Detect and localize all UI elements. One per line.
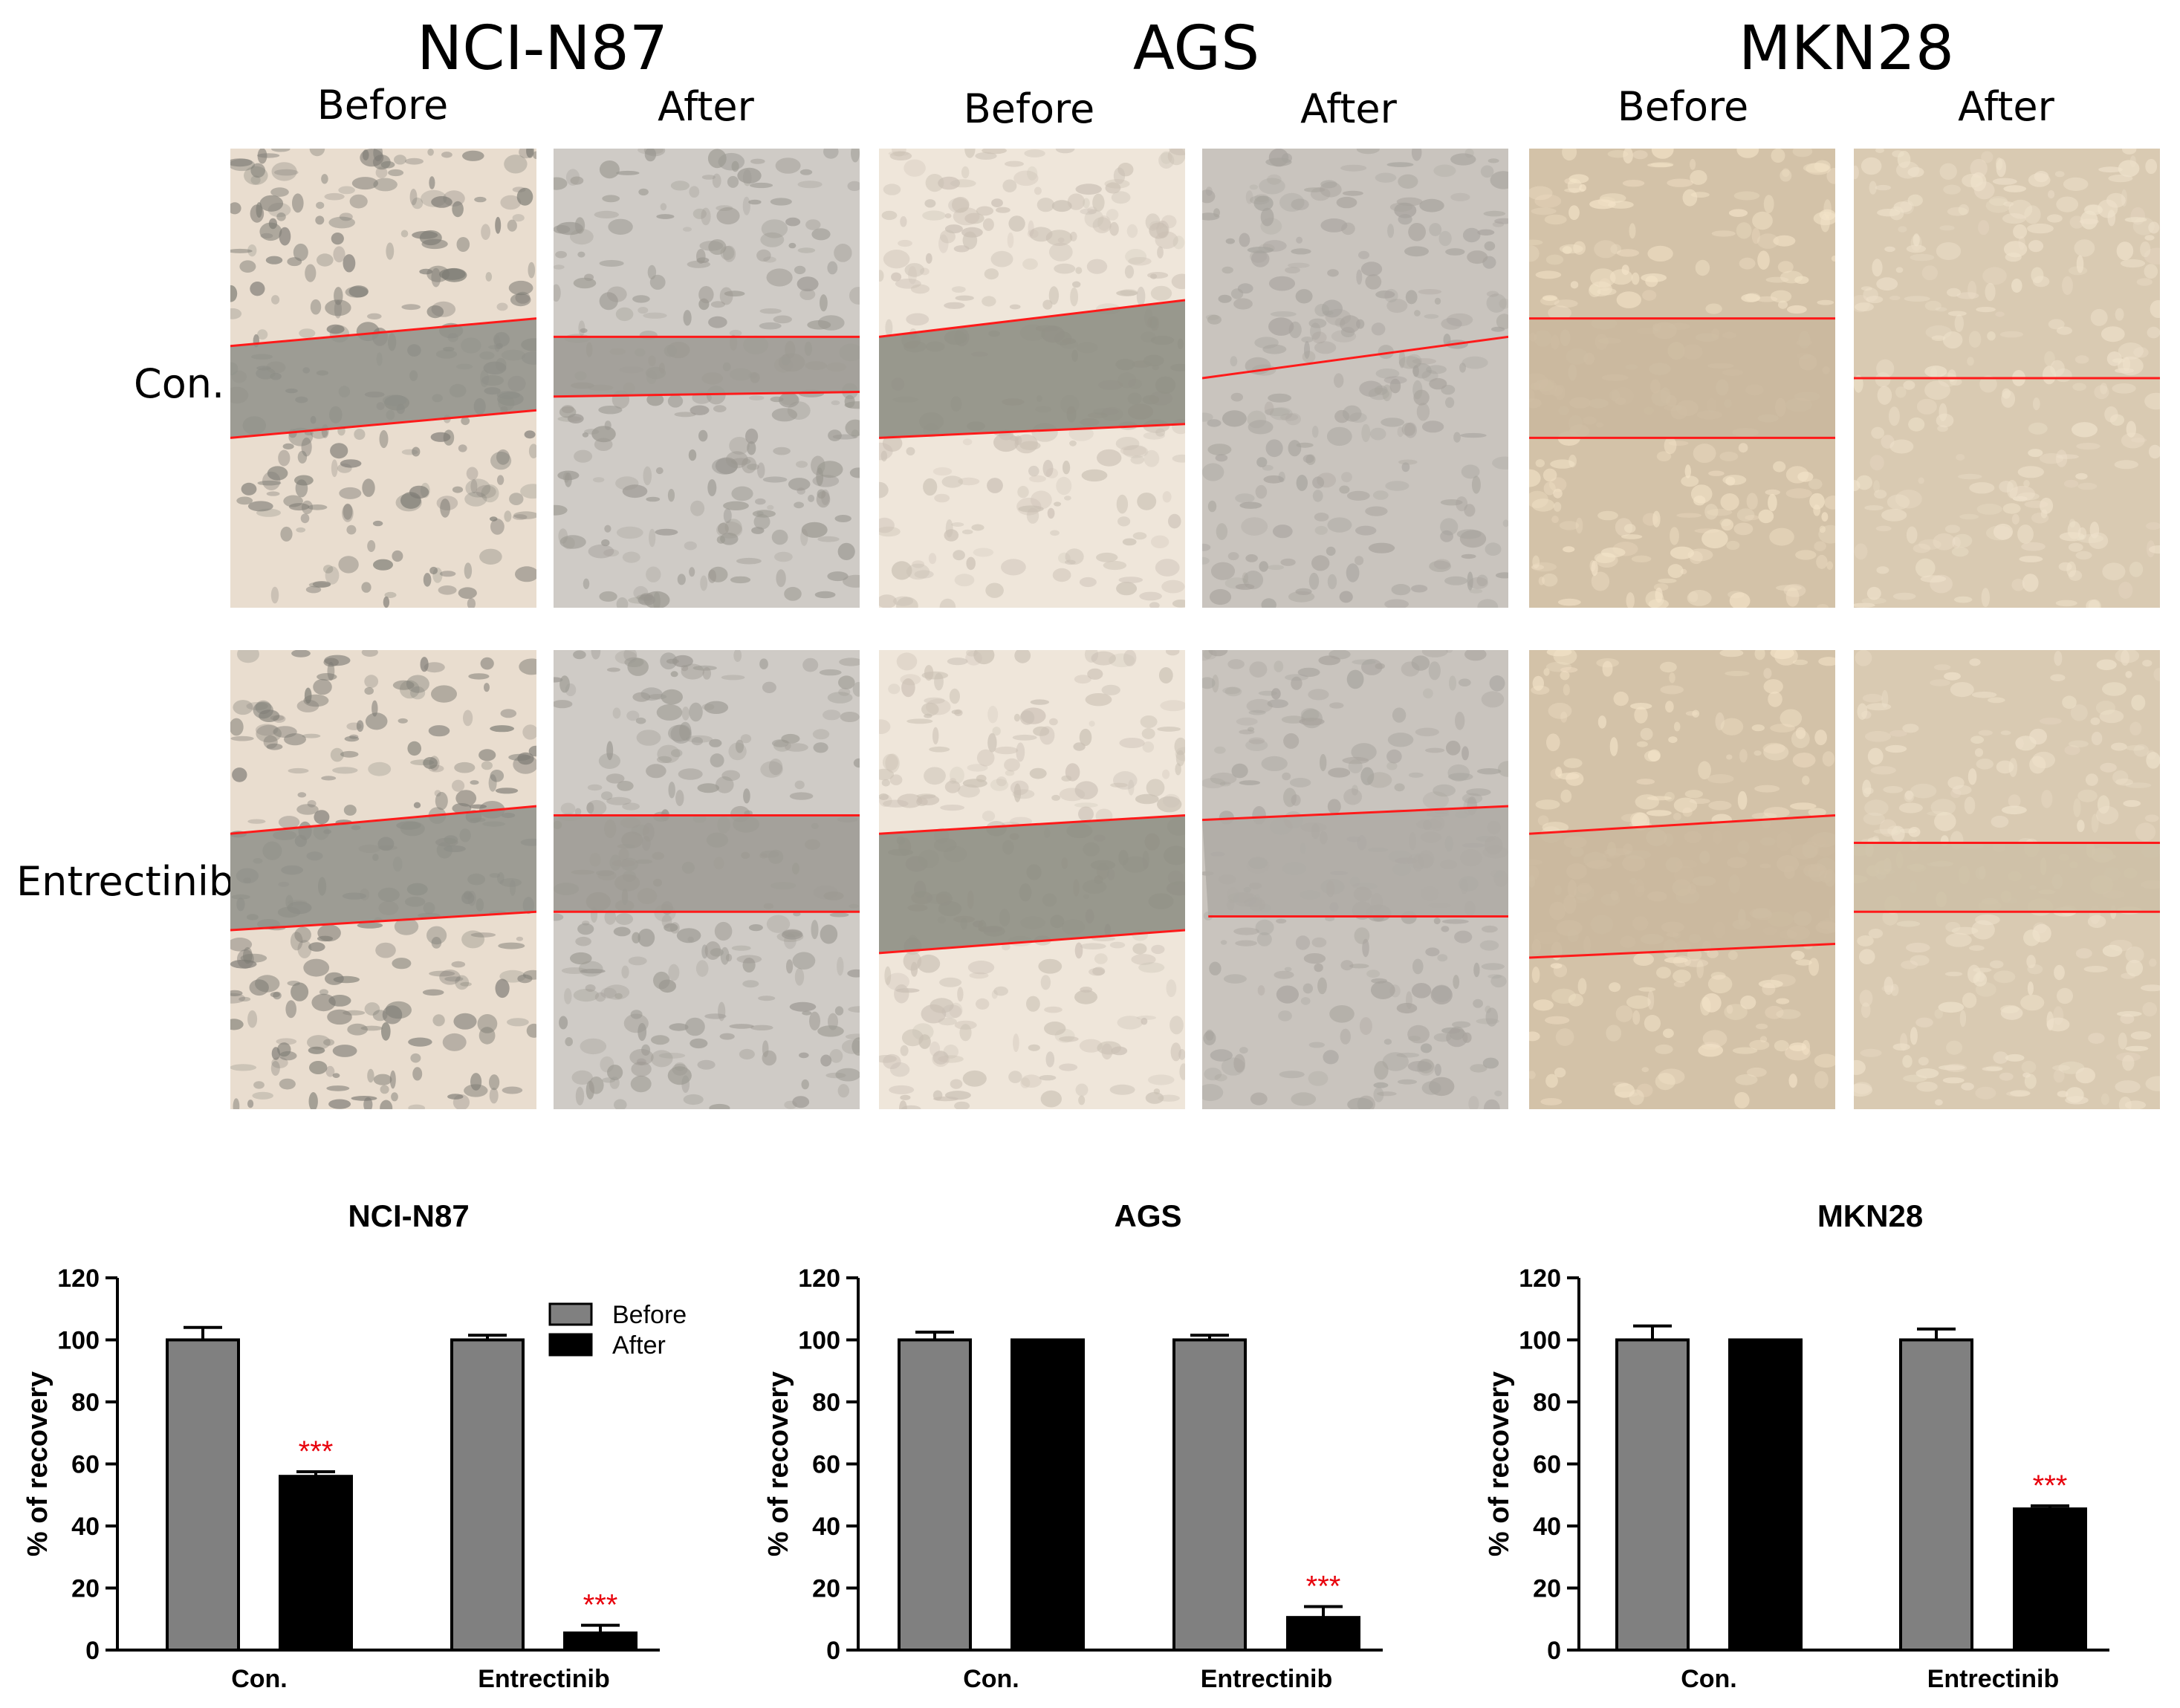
significance-label: ***: [1306, 1571, 1341, 1603]
bar-after-con: [279, 1475, 353, 1652]
x-category-label: Entrectinib: [478, 1665, 610, 1693]
y-tick-label: 100: [1519, 1327, 1561, 1355]
bar-before-con: [1615, 1338, 1690, 1652]
timepoint-before-ags: Before: [963, 85, 1095, 132]
bar-before-entrectinib: [1172, 1338, 1247, 1652]
bar-after-con: [1728, 1338, 1803, 1652]
y-tick-label: 60: [1533, 1451, 1561, 1479]
y-tick-label: 40: [71, 1513, 100, 1541]
significance-label: ***: [583, 1589, 618, 1622]
y-axis-label: % of recovery: [1484, 1371, 1515, 1556]
bar-before-entrectinib: [450, 1338, 525, 1652]
y-tick-label: 100: [57, 1327, 100, 1355]
micrograph-image: [554, 149, 860, 608]
micrograph-image: [879, 650, 1185, 1109]
chart-title-mkn28: MKN28: [1817, 1198, 1924, 1233]
legend-label: Before: [612, 1301, 687, 1329]
timepoint-before-mkn28: Before: [1617, 83, 1749, 130]
x-category-label: Entrectinib: [1927, 1665, 2060, 1693]
y-tick-label: 60: [812, 1451, 840, 1479]
bar-before-entrectinib: [1899, 1338, 1973, 1652]
bar-before-con: [166, 1338, 240, 1652]
micrograph-image: [1529, 650, 1835, 1109]
y-tick-label: 20: [71, 1575, 100, 1603]
significance-label: ***: [299, 1435, 334, 1468]
bar-chart-ags: 0 20 40 60 80 100 120 % of recovery *** Con. Entre…: [763, 1264, 1383, 1693]
bar-after-entrectinib: [563, 1631, 638, 1652]
y-axis-label: % of recovery: [22, 1371, 53, 1556]
significance-label: ***: [2033, 1470, 2068, 1502]
legend-swatch: [548, 1333, 593, 1357]
legend-label: After: [612, 1331, 666, 1360]
y-tick-label: 120: [1519, 1264, 1561, 1293]
bar-chart-mkn28: 0 20 40 60 80 100 120 % of recovery *** Con. Entre…: [1484, 1264, 2109, 1693]
y-tick-label: 80: [1533, 1389, 1561, 1417]
y-tick-label: 0: [85, 1637, 100, 1665]
y-tick-label: 0: [1547, 1637, 1561, 1665]
y-tick-label: 60: [71, 1451, 100, 1479]
y-tick-label: 100: [798, 1327, 840, 1355]
y-tick-label: 20: [812, 1575, 840, 1603]
chart-title-nci-n87: NCI-N87: [348, 1198, 470, 1233]
chart-title-ags: AGS: [1114, 1198, 1182, 1233]
micrograph-image: [1202, 650, 1508, 1109]
x-category-label: Con.: [231, 1665, 288, 1693]
x-category-label: Con.: [963, 1665, 1019, 1693]
row-label-entrectinib: Entrectinib: [16, 858, 235, 905]
y-tick-label: 80: [812, 1389, 840, 1417]
bar-before-con: [898, 1338, 972, 1652]
y-tick-label: 120: [57, 1264, 100, 1293]
y-tick-label: 0: [826, 1637, 840, 1665]
x-category-label: Entrectinib: [1201, 1665, 1333, 1693]
timepoint-after-ags: After: [1300, 85, 1397, 132]
micrograph-image: [1529, 149, 1835, 608]
micrograph-image: [1854, 650, 2160, 1109]
bar-chart-nci-n87: 0 20 40 60 80 100 120 % of recovery *** *** Con. En…: [22, 1264, 687, 1693]
micrograph-image: [1202, 149, 1508, 608]
y-tick-label: 120: [798, 1264, 840, 1293]
micrograph-image: [230, 650, 536, 1109]
y-tick-label: 40: [1533, 1513, 1561, 1541]
micrograph-image: [1854, 149, 2160, 608]
cellline-title-ags: AGS: [1132, 13, 1260, 84]
bar-after-con: [1010, 1338, 1085, 1652]
timepoint-after-nci-n87: After: [658, 83, 754, 130]
timepoint-after-mkn28: After: [1958, 83, 2054, 130]
y-tick-label: 40: [812, 1513, 840, 1541]
bar-after-entrectinib: [1286, 1616, 1360, 1652]
micrograph-image: [879, 149, 1185, 608]
legend-swatch: [548, 1302, 593, 1326]
timepoint-before-nci-n87: Before: [317, 82, 449, 129]
y-tick-label: 20: [1533, 1575, 1561, 1603]
x-category-label: Con.: [1681, 1665, 1737, 1693]
micrograph-image: [554, 650, 860, 1109]
cellline-title-nci-n87: NCI-N87: [416, 13, 669, 84]
y-tick-label: 80: [71, 1389, 100, 1417]
row-label-control: Con.: [134, 360, 225, 407]
y-axis-label: % of recovery: [763, 1371, 794, 1556]
cellline-title-mkn28: MKN28: [1738, 13, 1955, 84]
bar-after-entrectinib: [2013, 1507, 2087, 1652]
micrograph-image: [230, 149, 536, 608]
